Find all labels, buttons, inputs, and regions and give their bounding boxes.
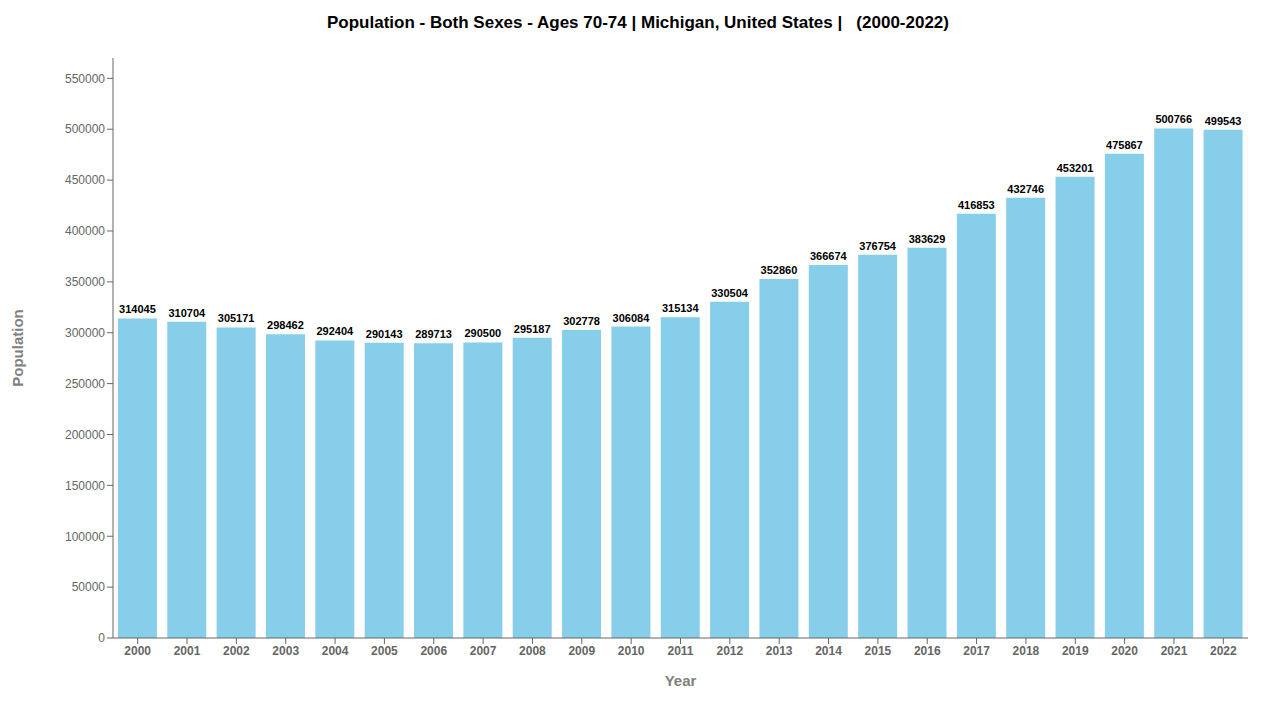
svg-text:200000: 200000 xyxy=(65,428,105,442)
svg-text:416853: 416853 xyxy=(958,199,995,211)
svg-text:400000: 400000 xyxy=(65,224,105,238)
svg-text:2018: 2018 xyxy=(1013,644,1040,658)
html-text:Population - Both Sexes - Ages: Population - Both Sexes - Ages 70-74 | M… xyxy=(327,13,949,32)
svg-text:302778: 302778 xyxy=(563,315,600,327)
svg-text:2007: 2007 xyxy=(470,644,497,658)
svg-text:292404: 292404 xyxy=(316,325,354,337)
svg-text:0: 0 xyxy=(98,631,105,645)
svg-text:2010: 2010 xyxy=(618,644,645,658)
svg-text:2014: 2014 xyxy=(815,644,842,658)
svg-text:330504: 330504 xyxy=(711,287,749,299)
svg-text:2000: 2000 xyxy=(124,644,151,658)
svg-text:2012: 2012 xyxy=(716,644,743,658)
svg-text:500000: 500000 xyxy=(65,122,105,136)
svg-text:500766: 500766 xyxy=(1155,113,1192,125)
svg-text:499543: 499543 xyxy=(1205,115,1242,127)
svg-text:2020: 2020 xyxy=(1111,644,1138,658)
svg-text:290500: 290500 xyxy=(465,327,502,339)
svg-text:2008: 2008 xyxy=(519,644,546,658)
svg-text:2006: 2006 xyxy=(420,644,447,658)
svg-text:314045: 314045 xyxy=(119,303,156,315)
svg-text:Population: Population xyxy=(9,309,26,387)
svg-text:2001: 2001 xyxy=(174,644,201,658)
svg-text:453201: 453201 xyxy=(1057,162,1094,174)
svg-text:475867: 475867 xyxy=(1106,139,1143,151)
svg-text:2013: 2013 xyxy=(766,644,793,658)
svg-text:305171: 305171 xyxy=(218,312,255,324)
svg-text:290143: 290143 xyxy=(366,328,403,340)
svg-text:306084: 306084 xyxy=(613,312,651,324)
svg-text:2016: 2016 xyxy=(914,644,941,658)
svg-text:295187: 295187 xyxy=(514,323,551,335)
svg-text:2017: 2017 xyxy=(963,644,990,658)
svg-text:100000: 100000 xyxy=(65,530,105,544)
svg-text:366674: 366674 xyxy=(810,250,848,262)
svg-text:450000: 450000 xyxy=(65,173,105,187)
svg-text:432746: 432746 xyxy=(1007,183,1044,195)
svg-text:150000: 150000 xyxy=(65,479,105,493)
svg-text:Year: Year xyxy=(665,672,697,689)
svg-text:2019: 2019 xyxy=(1062,644,1089,658)
svg-text:550000: 550000 xyxy=(65,72,105,86)
svg-text:2015: 2015 xyxy=(865,644,892,658)
svg-text:376754: 376754 xyxy=(859,240,897,252)
svg-text:310704: 310704 xyxy=(168,307,206,319)
svg-text:2002: 2002 xyxy=(223,644,250,658)
svg-text:2022: 2022 xyxy=(1210,644,1237,658)
svg-text:2005: 2005 xyxy=(371,644,398,658)
svg-text:350000: 350000 xyxy=(65,275,105,289)
svg-text:50000: 50000 xyxy=(72,580,106,594)
svg-text:383629: 383629 xyxy=(909,233,946,245)
svg-text:2004: 2004 xyxy=(322,644,349,658)
svg-text:298462: 298462 xyxy=(267,319,304,331)
svg-text:2011: 2011 xyxy=(667,644,693,658)
svg-text:300000: 300000 xyxy=(65,326,105,340)
svg-text:250000: 250000 xyxy=(65,377,105,391)
svg-text:352860: 352860 xyxy=(761,264,798,276)
svg-text:315134: 315134 xyxy=(662,302,700,314)
svg-text:2021: 2021 xyxy=(1161,644,1188,658)
svg-text:2009: 2009 xyxy=(568,644,595,658)
svg-text:2003: 2003 xyxy=(272,644,299,658)
svg-text:289713: 289713 xyxy=(415,328,452,340)
